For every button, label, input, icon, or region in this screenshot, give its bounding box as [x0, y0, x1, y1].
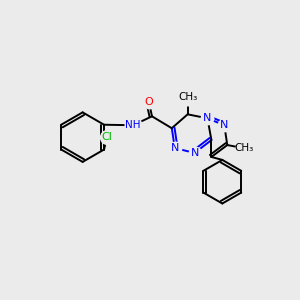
- Text: NH: NH: [125, 120, 141, 130]
- Text: N: N: [203, 113, 212, 123]
- Text: N: N: [171, 143, 179, 153]
- Text: N: N: [220, 120, 229, 130]
- Text: O: O: [145, 98, 153, 107]
- Text: N: N: [190, 148, 199, 158]
- Text: CH₃: CH₃: [178, 92, 197, 103]
- Text: Cl: Cl: [102, 132, 112, 142]
- Text: CH₃: CH₃: [235, 143, 254, 153]
